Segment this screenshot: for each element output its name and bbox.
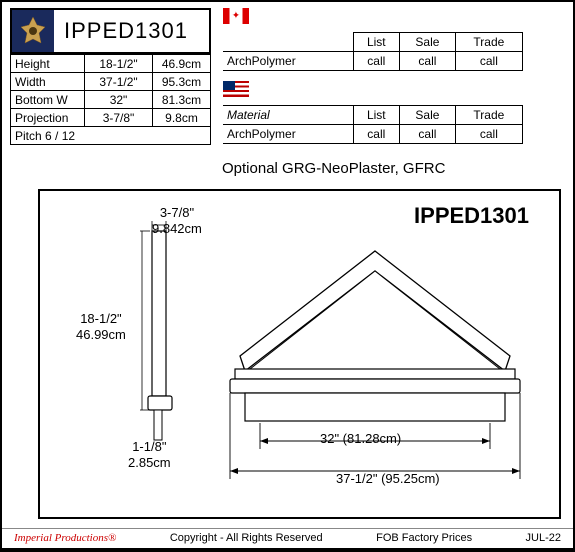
pediment-front-icon [220, 231, 530, 491]
header-row: IPPED1301 Height18-1/2"46.9cm Width37-1/… [2, 2, 573, 150]
product-code: IPPED1301 [54, 18, 198, 44]
dim-outer-width: 37-1/2" (95.25cm) [336, 471, 440, 487]
product-block: IPPED1301 Height18-1/2"46.9cm Width37-1/… [10, 8, 211, 150]
footer-brand: Imperial Productions® [14, 532, 116, 544]
specs-table: Height18-1/2"46.9cm Width37-1/2"95.3cm B… [10, 54, 211, 145]
profile-side-icon [140, 221, 180, 451]
dim-base: 1-1/8"2.85cm [128, 439, 171, 470]
product-title: IPPED1301 [10, 8, 211, 54]
product-sheet: IPPED1301 Height18-1/2"46.9cm Width37-1/… [2, 2, 573, 548]
price-table-ca: ListSaleTrade ArchPolymercallcallcall [223, 32, 523, 71]
footer-copyright: Copyright - All Rights Reserved [170, 532, 323, 544]
spec-row: Bottom W32"81.3cm [11, 91, 211, 109]
footer-date: JUL-22 [526, 532, 561, 544]
dim-projection: 3-7/8"9.842cm [152, 205, 202, 236]
pricing-area: ListSaleTrade ArchPolymercallcallcall Ma… [223, 8, 573, 150]
dim-inner-width: 32" (81.28cm) [320, 431, 401, 447]
footer-fob: FOB Factory Prices [376, 532, 472, 544]
spec-row: Pitch 6 / 12 [11, 127, 211, 145]
spec-row: Projection3-7/8"9.8cm [11, 109, 211, 127]
footer: Imperial Productions® Copyright - All Ri… [2, 528, 573, 544]
spec-row: Height18-1/2"46.9cm [11, 55, 211, 73]
brand-logo-icon [12, 10, 54, 52]
flag-usa-icon [223, 81, 249, 97]
diagram-title: IPPED1301 [414, 203, 529, 229]
optional-materials: Optional GRG-NeoPlaster, GFRC [2, 150, 573, 185]
technical-diagram: IPPED1301 [38, 189, 561, 519]
spec-row: Width37-1/2"95.3cm [11, 73, 211, 91]
dim-height: 18-1/2"46.99cm [76, 311, 126, 342]
flag-canada-icon [223, 8, 249, 24]
price-table-us: MaterialListSaleTrade ArchPolymercallcal… [223, 105, 523, 144]
